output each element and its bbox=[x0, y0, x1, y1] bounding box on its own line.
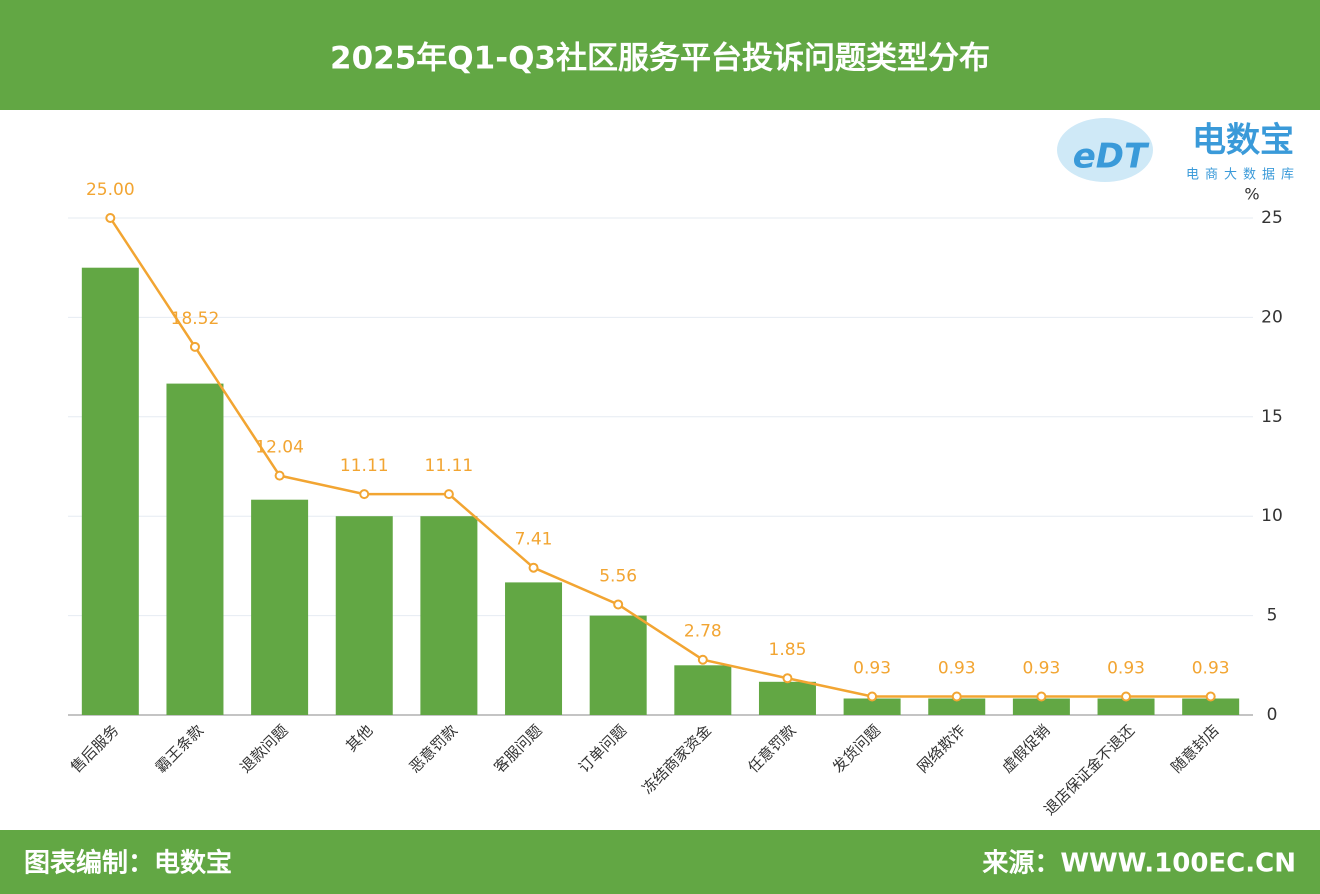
line-point bbox=[274, 470, 285, 481]
line-point bbox=[867, 691, 878, 702]
y-tick-label: 5 bbox=[1267, 606, 1278, 626]
line-point bbox=[528, 562, 539, 573]
line-point bbox=[189, 341, 200, 352]
y-tick-label: 25 bbox=[1261, 208, 1283, 228]
y-axis-unit: % bbox=[1244, 185, 1259, 204]
line-point bbox=[359, 489, 370, 500]
data-label: 0.93 bbox=[1022, 659, 1060, 679]
bar bbox=[758, 681, 816, 715]
logo-tagline: 电商大数据库 bbox=[1186, 167, 1300, 183]
bar bbox=[420, 516, 478, 715]
data-label: 25.00 bbox=[86, 180, 135, 200]
line bbox=[109, 217, 1211, 698]
data-label: 5.56 bbox=[599, 566, 637, 586]
line-point bbox=[443, 489, 454, 500]
x-tick-label: 随意封店 bbox=[1168, 721, 1223, 776]
x-tick-label: 任意罚款 bbox=[744, 721, 799, 776]
bar bbox=[251, 499, 309, 715]
data-label: 0.93 bbox=[938, 659, 976, 679]
data-label: 18.52 bbox=[171, 309, 220, 329]
x-tick-label: 售后服务 bbox=[67, 721, 122, 776]
x-tick-label: 其他 bbox=[342, 721, 376, 755]
bar bbox=[1182, 698, 1240, 715]
line-point bbox=[1205, 691, 1216, 702]
bar bbox=[589, 615, 647, 715]
data-label: 1.85 bbox=[769, 640, 807, 660]
logo-mark: eDT bbox=[1073, 137, 1150, 177]
chart-title: 2025年Q1-Q3社区服务平台投诉问题类型分布 bbox=[330, 41, 990, 77]
line-point bbox=[105, 213, 116, 223]
line-point bbox=[697, 654, 708, 665]
bar bbox=[81, 267, 139, 715]
logo-name: 电数宝 bbox=[1192, 121, 1294, 161]
x-tick-label: 退店保证金不退还 bbox=[1040, 721, 1138, 819]
bar bbox=[505, 582, 563, 715]
credit: 图表编制：电数宝 bbox=[24, 848, 232, 879]
data-label: 0.93 bbox=[1192, 659, 1230, 679]
data-label: 7.41 bbox=[515, 530, 553, 550]
x-tick-label: 客服问题 bbox=[490, 721, 545, 776]
x-tick-label: 退款问题 bbox=[236, 721, 291, 776]
data-label: 12.04 bbox=[255, 438, 304, 458]
header-band bbox=[0, 0, 1320, 110]
x-tick-label: 发货问题 bbox=[829, 721, 884, 776]
bar bbox=[843, 698, 901, 715]
x-tick-label: 订单问题 bbox=[575, 721, 630, 776]
data-label: 2.78 bbox=[684, 622, 722, 642]
line-point bbox=[1121, 691, 1132, 702]
data-label: 11.11 bbox=[340, 456, 389, 476]
x-tick-label: 冻结商家资金 bbox=[638, 721, 714, 797]
data-label: 11.11 bbox=[425, 456, 474, 476]
footer-band bbox=[0, 830, 1320, 894]
line-point bbox=[613, 599, 624, 610]
y-tick-label: 0 bbox=[1267, 705, 1278, 725]
x-tick-label: 网络欺诈 bbox=[914, 721, 969, 776]
line-point bbox=[782, 673, 793, 684]
y-tick-label: 20 bbox=[1261, 307, 1283, 327]
bar bbox=[335, 516, 393, 715]
bar bbox=[1097, 698, 1155, 715]
data-label: 0.93 bbox=[853, 659, 891, 679]
line-point bbox=[951, 691, 962, 702]
y-tick-label: 10 bbox=[1261, 506, 1283, 526]
source: 来源：WWW.100EC.CN bbox=[982, 849, 1296, 879]
x-tick-label: 霸王条款 bbox=[152, 721, 207, 776]
logo-cloud bbox=[1057, 118, 1153, 182]
bar bbox=[166, 383, 224, 715]
bar bbox=[1012, 698, 1070, 715]
bar bbox=[928, 698, 986, 715]
data-label: 0.93 bbox=[1107, 659, 1145, 679]
y-tick-label: 15 bbox=[1261, 407, 1283, 427]
bar bbox=[674, 665, 732, 715]
line-point bbox=[1036, 691, 1047, 702]
x-tick-label: 虚假促销 bbox=[998, 721, 1053, 776]
x-tick-label: 恶意罚款 bbox=[406, 721, 461, 776]
